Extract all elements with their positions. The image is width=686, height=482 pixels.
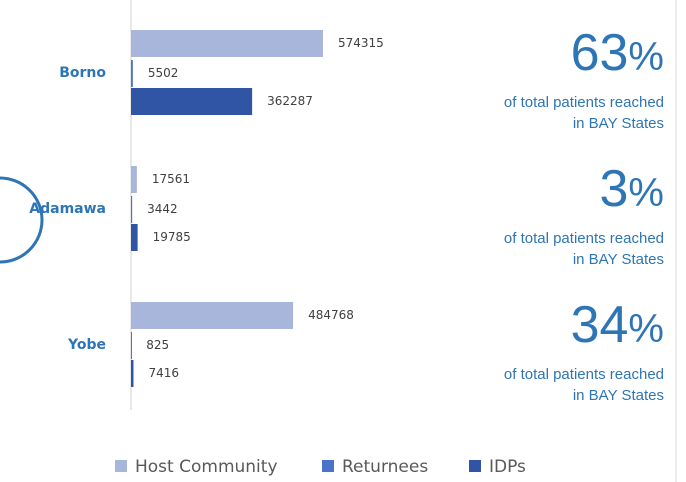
- percent-value: 34: [571, 296, 629, 354]
- bar: [131, 360, 134, 387]
- bar: [131, 224, 138, 251]
- data-label: 19785: [153, 230, 191, 244]
- percent-callout: 63%: [571, 24, 664, 82]
- legend-swatch: [322, 460, 334, 472]
- bar: [131, 332, 132, 359]
- callout-text: of total patients reached: [504, 94, 664, 111]
- data-label: 7416: [148, 366, 179, 380]
- bar: [131, 88, 253, 115]
- callout-text: in BAY States: [573, 387, 664, 404]
- percent-unit: %: [628, 35, 664, 79]
- data-label: 825: [146, 338, 169, 352]
- category-label: Adamawa: [29, 201, 106, 217]
- data-label: 574315: [338, 36, 384, 50]
- bar: [131, 60, 133, 87]
- legend-swatch: [115, 460, 127, 472]
- callout-text: in BAY States: [573, 251, 664, 268]
- data-label: 362287: [267, 94, 313, 108]
- bar: [131, 166, 137, 193]
- data-label: 17561: [152, 172, 190, 186]
- data-label: 5502: [148, 66, 179, 80]
- percent-unit: %: [628, 307, 664, 351]
- category-label: Yobe: [67, 337, 106, 353]
- percent-value: 3: [600, 160, 629, 218]
- percent-callout: 3%: [600, 160, 665, 218]
- bar: [131, 196, 133, 223]
- percent-value: 63: [571, 24, 629, 82]
- bar: [131, 30, 323, 57]
- legend-label: Returnees: [342, 457, 428, 477]
- percent-callout: 34%: [571, 296, 664, 354]
- legend-label: IDPs: [489, 457, 526, 477]
- legend-label: Host Community: [135, 457, 278, 477]
- category-label: Borno: [59, 65, 106, 81]
- callout-text: of total patients reached: [504, 366, 664, 383]
- decoration-arc: [0, 176, 44, 264]
- callout-text: of total patients reached: [504, 230, 664, 247]
- percent-unit: %: [628, 171, 664, 215]
- legend-swatch: [469, 460, 481, 472]
- bar: [131, 302, 294, 329]
- data-label: 3442: [147, 202, 178, 216]
- callout-text: in BAY States: [573, 115, 664, 132]
- data-label: 484768: [308, 308, 354, 322]
